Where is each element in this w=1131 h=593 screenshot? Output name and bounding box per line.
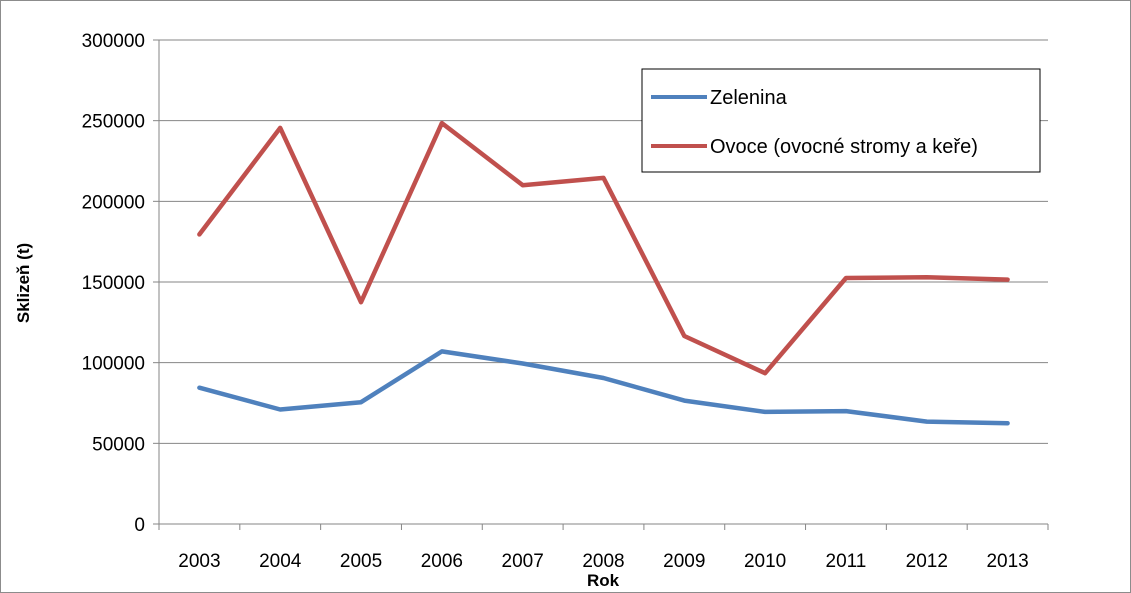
y-tick-label-50000: 50000 [92,434,145,455]
legend: Zelenina Ovoce (ovocné stromy a keře) [641,68,1041,173]
series-layer [197,120,1010,426]
x-tick-label-2013: 2013 [986,551,1028,572]
legend-label-ovoce: Ovoce (ovocné stromy a keře) [710,136,978,158]
y-tick-label-200000: 200000 [82,192,145,213]
legend-box [641,68,1041,173]
x-tick-label-2004: 2004 [259,551,302,572]
x-axis-title: Rok [587,571,620,590]
y-tick-label-250000: 250000 [82,112,145,133]
series-line-ovoce [197,120,1010,376]
x-tick-label-2008: 2008 [582,551,624,572]
y-tick-label-300000: 300000 [82,31,145,52]
x-tick-label-2009: 2009 [663,551,705,572]
x-tick-label-2003: 2003 [178,551,220,572]
x-tick-label-2007: 2007 [502,551,544,572]
y-tick-label-150000: 150000 [82,273,145,294]
x-tick-label-2006: 2006 [421,551,463,572]
x-tick-label-2005: 2005 [340,551,382,572]
grid-layer [159,39,1048,444]
axis-layer [153,39,1049,530]
y-axis-title: Sklizeň (t) [14,243,33,323]
label-layer: 0 50000 100000 150000 200000 250000 300000 2003… [82,31,1029,572]
x-tick-label-2012: 2012 [906,551,948,572]
x-tick-label-2010: 2010 [744,551,786,572]
x-tick-label-2011: 2011 [826,551,867,572]
y-tick-label-0: 0 [134,515,145,536]
legend-label-zelenina: Zelenina [710,87,788,109]
series-line-zelenina [197,349,1010,426]
y-tick-label-100000: 100000 [82,354,145,375]
